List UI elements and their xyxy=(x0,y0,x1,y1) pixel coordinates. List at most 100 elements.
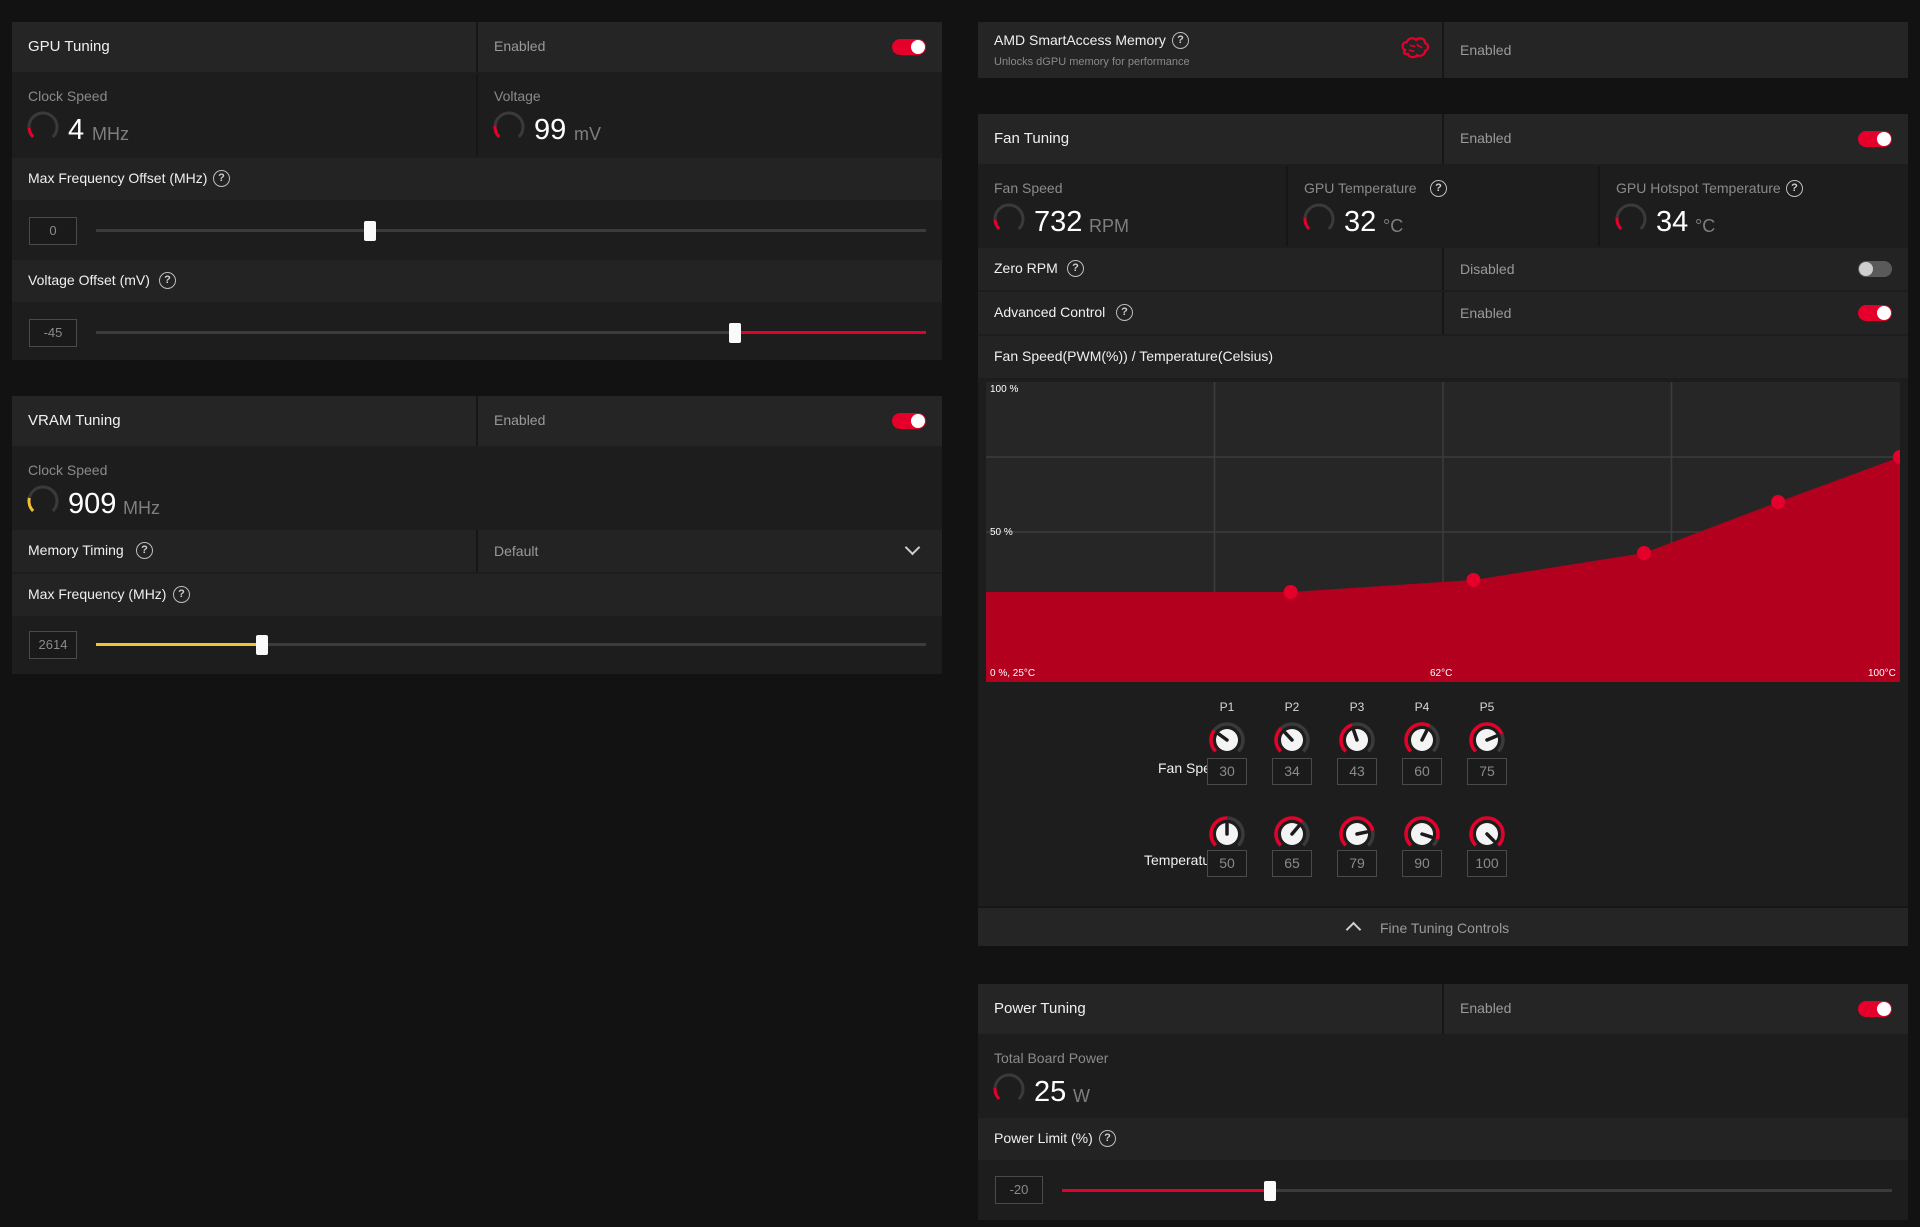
chevron-down-icon xyxy=(904,539,921,556)
smart-access-memory-panel: AMD SmartAccess Memory ? Unlocks dGPU me… xyxy=(978,22,1908,78)
temperature-input-p4[interactable]: 90 xyxy=(1402,850,1442,877)
fan-speed-input-p4[interactable]: 60 xyxy=(1402,758,1442,785)
fan-speed-knob-p1[interactable] xyxy=(1207,720,1247,760)
power-tuning-header: Power Tuning Enabled xyxy=(978,984,1908,1034)
point-header-5: P5 xyxy=(1479,700,1495,714)
help-icon[interactable]: ? xyxy=(136,542,153,559)
point-header-2: P2 xyxy=(1284,700,1300,714)
vram-clock-value: 909 xyxy=(68,488,117,520)
advanced-control-label: Advanced Control xyxy=(994,304,1106,320)
temperature-row-label: Temperature xyxy=(1144,852,1223,868)
help-icon[interactable]: ? xyxy=(1786,180,1803,197)
clock-speed-unit: MHz xyxy=(92,124,129,144)
x-tick-start: 0 %, 25°C xyxy=(990,668,1036,679)
zero-rpm-toggle[interactable] xyxy=(1858,261,1892,277)
voltage-unit: mV xyxy=(574,124,601,144)
fan-speed-knob-p5[interactable] xyxy=(1467,720,1507,760)
max-frequency-offset-thumb[interactable] xyxy=(363,221,376,241)
voltage-offset-fill xyxy=(735,331,926,334)
temperature-knob-p2[interactable] xyxy=(1272,814,1312,854)
power-limit-label: Power Limit (%) xyxy=(994,1130,1093,1146)
y-tick-100: 100 % xyxy=(990,384,1019,395)
help-icon[interactable]: ? xyxy=(1430,180,1447,197)
curve-point-p3[interactable] xyxy=(1637,546,1652,560)
max-frequency-offset-input[interactable]: 0 xyxy=(29,217,77,245)
temperature-input-p5[interactable]: 100 xyxy=(1467,850,1507,877)
voltage-offset-track[interactable] xyxy=(96,331,926,334)
help-icon[interactable]: ? xyxy=(213,170,230,187)
hotspot-temperature-gauge-icon xyxy=(1615,203,1647,235)
advanced-control-toggle[interactable] xyxy=(1858,305,1892,321)
vram-clock-speed-label: Clock Speed xyxy=(28,462,108,478)
vram-tuning-toggle[interactable] xyxy=(892,413,926,429)
memory-timing-dropdown[interactable]: Default xyxy=(476,530,942,572)
clock-speed-value: 4 xyxy=(68,114,85,146)
vram-tuning-panel: VRAM Tuning Enabled Clock Speed 909 MHz … xyxy=(12,396,942,674)
help-icon[interactable]: ? xyxy=(173,586,190,603)
curve-point-p2[interactable] xyxy=(1466,573,1481,587)
gpu-temperature-unit: °C xyxy=(1383,216,1404,236)
curve-point-p4[interactable] xyxy=(1771,495,1786,509)
temperature-knob-p3[interactable] xyxy=(1337,814,1377,854)
power-limit-track[interactable] xyxy=(1062,1189,1892,1192)
temperature-input-p3[interactable]: 79 xyxy=(1337,850,1377,877)
voltage-label: Voltage xyxy=(494,88,541,104)
power-tuning-panel: Power Tuning Enabled Total Board Power 2… xyxy=(978,984,1908,1220)
gpu-temperature-label: GPU Temperature xyxy=(1304,180,1417,196)
zero-rpm-label: Zero RPM xyxy=(994,260,1058,276)
zero-rpm-state: Disabled xyxy=(1460,261,1515,277)
fan-points-grid: Fan Speed Temperature P1 30 50 P2 34 65 P3 43 79… xyxy=(978,696,1908,896)
vram-tuning-header: VRAM Tuning Enabled xyxy=(12,396,942,446)
vram-max-frequency-thumb[interactable] xyxy=(256,635,268,655)
help-icon[interactable]: ? xyxy=(1099,1130,1116,1147)
vram-max-frequency-track[interactable] xyxy=(96,643,926,646)
temperature-knob-p4[interactable] xyxy=(1402,814,1442,854)
point-header-4: P4 xyxy=(1414,700,1430,714)
fan-speed-input-p5[interactable]: 75 xyxy=(1467,758,1507,785)
vram-max-frequency-input[interactable]: 2614 xyxy=(29,631,77,659)
fan-curve-chart[interactable] xyxy=(986,382,1900,682)
fan-speed-knob-p3[interactable] xyxy=(1337,720,1377,760)
voltage-offset-thumb[interactable] xyxy=(729,323,742,343)
memory-timing-value: Default xyxy=(494,543,539,559)
power-limit-fill xyxy=(1062,1189,1270,1192)
fine-tuning-controls-toggle[interactable]: Fine Tuning Controls xyxy=(978,906,1908,946)
help-icon[interactable]: ? xyxy=(1116,304,1133,321)
fan-tuning-panel: Fan Tuning Enabled Fan Speed 732 RPM GPU… xyxy=(978,114,1908,946)
voltage-offset-input[interactable]: -45 xyxy=(29,319,77,347)
power-limit-input[interactable]: -20 xyxy=(995,1176,1043,1204)
help-icon[interactable]: ? xyxy=(1067,260,1084,277)
power-limit-thumb[interactable] xyxy=(1263,1181,1276,1201)
help-icon[interactable]: ? xyxy=(1172,32,1189,49)
voltage-gauge-icon xyxy=(493,111,525,143)
power-tuning-title: Power Tuning xyxy=(994,1000,1086,1017)
power-tuning-toggle[interactable] xyxy=(1858,1001,1892,1017)
fan-speed-input-p2[interactable]: 34 xyxy=(1272,758,1312,785)
vram-max-frequency-fill xyxy=(96,643,262,646)
fan-speed-input-p3[interactable]: 43 xyxy=(1337,758,1377,785)
advanced-control-state: Enabled xyxy=(1460,305,1512,321)
fan-tuning-toggle[interactable] xyxy=(1858,131,1892,147)
temperature-input-p1[interactable]: 50 xyxy=(1207,850,1247,877)
temperature-knob-p5[interactable] xyxy=(1467,814,1507,854)
total-board-power-value: 25 xyxy=(1034,1076,1067,1108)
hotspot-temperature-unit: °C xyxy=(1695,216,1716,236)
total-board-power-unit: W xyxy=(1073,1086,1090,1106)
vram-tuning-title: VRAM Tuning xyxy=(28,412,121,429)
memory-timing-label: Memory Timing xyxy=(28,542,124,558)
temperature-input-p2[interactable]: 65 xyxy=(1272,850,1312,877)
max-frequency-offset-label: Max Frequency Offset (MHz) xyxy=(28,170,208,186)
fan-speed-input-p1[interactable]: 30 xyxy=(1207,758,1247,785)
fan-speed-knob-p4[interactable] xyxy=(1402,720,1442,760)
smart-access-state: Enabled xyxy=(1460,42,1512,58)
voltage-offset-label: Voltage Offset (mV) xyxy=(28,272,150,288)
gpu-tuning-toggle[interactable] xyxy=(892,39,926,55)
curve-point-p1[interactable] xyxy=(1283,585,1298,599)
max-frequency-offset-track[interactable] xyxy=(96,229,926,232)
temperature-knob-p1[interactable] xyxy=(1207,814,1247,854)
gpu-temperature-value: 32 xyxy=(1344,206,1377,238)
fan-speed-knob-p2[interactable] xyxy=(1272,720,1312,760)
help-icon[interactable]: ? xyxy=(159,272,176,289)
curve-point-p5[interactable] xyxy=(1893,450,1900,464)
point-header-1: P1 xyxy=(1219,700,1235,714)
